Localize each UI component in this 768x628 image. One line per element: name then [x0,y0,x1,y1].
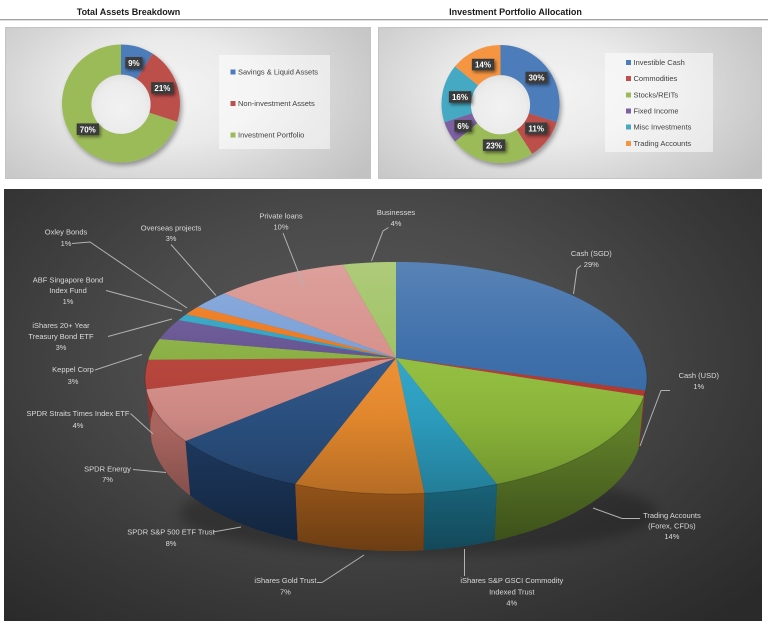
svg-text:Overseas projects: Overseas projects [141,224,202,233]
svg-text:1%: 1% [61,239,72,248]
svg-text:Trading Accounts: Trading Accounts [643,511,701,520]
svg-text:70%: 70% [80,125,96,134]
svg-text:Misc Investments: Misc Investments [634,123,692,132]
svg-text:Trading Accounts: Trading Accounts [634,139,692,148]
svg-text:16%: 16% [452,93,468,102]
svg-text:Investible Cash: Investible Cash [634,58,685,67]
svg-text:3%: 3% [166,234,177,243]
svg-text:21%: 21% [154,84,170,93]
svg-text:Cash (USD): Cash (USD) [679,371,720,380]
svg-text:9%: 9% [128,59,140,68]
svg-text:11%: 11% [528,124,544,133]
svg-text:Savings & Liquid Assets: Savings & Liquid Assets [238,68,318,77]
svg-text:Treasury Bond ETF: Treasury Bond ETF [28,332,94,341]
svg-text:Cash (SGD): Cash (SGD) [571,249,612,258]
svg-text:ABF Singapore Bond: ABF Singapore Bond [33,276,103,285]
svg-text:Investment Portfolio: Investment Portfolio [238,131,304,140]
svg-text:SPDR S&P 500 ETF Trust: SPDR S&P 500 ETF Trust [127,528,215,537]
svg-text:4%: 4% [391,219,402,228]
svg-text:14%: 14% [475,61,491,70]
svg-text:3%: 3% [56,343,67,352]
svg-text:29%: 29% [584,260,599,269]
svg-text:4%: 4% [73,421,84,430]
svg-text:Businesses: Businesses [377,208,416,217]
svg-text:8%: 8% [166,539,177,548]
svg-text:SPDR Energy: SPDR Energy [84,464,131,473]
svg-text:7%: 7% [102,475,113,484]
svg-text:30%: 30% [528,74,544,83]
svg-text:Fixed Income: Fixed Income [634,107,679,116]
svg-text:Stocks/REITs: Stocks/REITs [634,91,679,100]
svg-text:7%: 7% [280,588,291,597]
svg-text:10%: 10% [273,223,288,232]
svg-text:3%: 3% [68,377,79,386]
svg-text:Commodities: Commodities [634,74,678,83]
svg-text:iShares Gold Trust: iShares Gold Trust [254,576,317,585]
svg-text:Non-investment Assets: Non-investment Assets [238,99,315,108]
svg-text:iShares S&P GSCI Commodity: iShares S&P GSCI Commodity [460,576,563,585]
svg-text:Keppel Corp: Keppel Corp [52,365,94,374]
svg-text:SPDR Straits Times Index ETF: SPDR Straits Times Index ETF [27,409,130,418]
svg-text:Private loans: Private loans [259,212,303,221]
svg-text:(Forex, CFDs): (Forex, CFDs) [648,522,696,531]
svg-text:1%: 1% [63,297,74,306]
svg-text:iShares 20+ Year: iShares 20+ Year [32,321,90,330]
svg-text:23%: 23% [486,141,502,150]
svg-text:6%: 6% [457,122,469,131]
svg-text:14%: 14% [664,532,679,541]
svg-text:Index Fund: Index Fund [49,286,87,295]
svg-text:1%: 1% [693,382,704,391]
svg-text:Indexed Trust: Indexed Trust [489,588,535,597]
svg-text:4%: 4% [506,598,517,607]
svg-text:Oxley Bonds: Oxley Bonds [45,228,88,237]
